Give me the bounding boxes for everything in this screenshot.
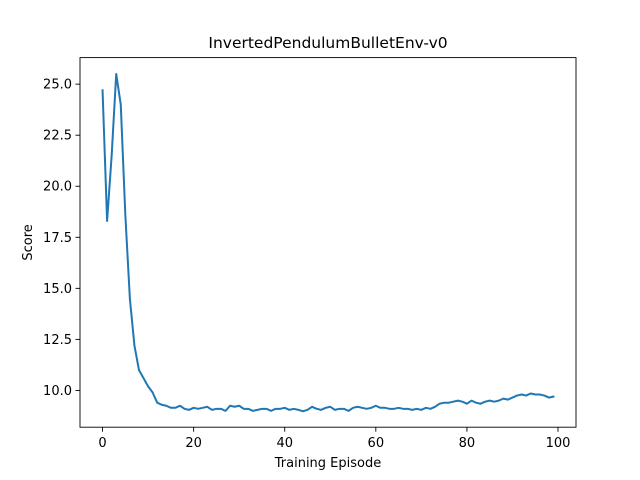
x-tick-label: 40: [276, 436, 293, 451]
x-axis-label: Training Episode: [274, 456, 381, 471]
y-tick-label: 20.0: [43, 180, 72, 195]
y-tick-label: 25.0: [43, 78, 72, 93]
y-tick-label: 15.0: [43, 282, 72, 297]
series-line-0: [101, 72, 555, 413]
y-axis-label: Score: [21, 224, 36, 260]
plot-frame: [79, 57, 577, 428]
x-tick-label: 100: [546, 436, 571, 451]
y-tick-label: 17.5: [43, 231, 72, 246]
y-tick-label: 22.5: [43, 129, 72, 144]
plot-area: [101, 72, 555, 413]
chart-title: InvertedPendulumBulletEnv-v0: [208, 34, 447, 52]
x-tick-label: 0: [98, 436, 106, 451]
x-tick-label: 60: [368, 436, 385, 451]
x-axis: 0 20 40 60 80 100: [98, 427, 570, 451]
y-axis: 10.0 12.5 15.0 17.5 20.0 22.5 25.0: [43, 78, 80, 399]
y-tick-label: 12.5: [43, 333, 72, 348]
y-tick-label: 10.0: [43, 384, 72, 399]
x-tick-label: 20: [185, 436, 202, 451]
x-tick-label: 80: [459, 436, 476, 451]
